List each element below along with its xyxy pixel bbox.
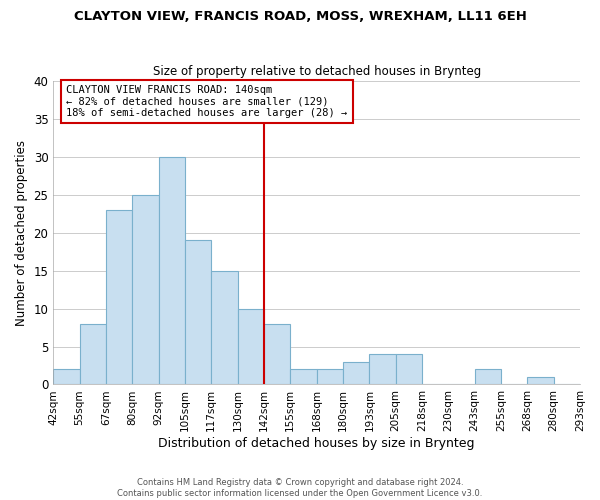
Bar	[264, 324, 290, 384]
Bar	[395, 354, 422, 384]
Bar	[80, 324, 106, 384]
X-axis label: Distribution of detached houses by size in Brynteg: Distribution of detached houses by size …	[158, 437, 475, 450]
Bar	[158, 157, 185, 384]
Bar	[106, 210, 132, 384]
Bar	[53, 370, 80, 384]
Title: Size of property relative to detached houses in Brynteg: Size of property relative to detached ho…	[152, 66, 481, 78]
Bar	[290, 370, 317, 384]
Bar	[185, 240, 211, 384]
Bar	[238, 308, 264, 384]
Bar	[527, 377, 554, 384]
Bar	[475, 370, 501, 384]
Bar	[317, 370, 343, 384]
Bar	[370, 354, 395, 384]
Y-axis label: Number of detached properties: Number of detached properties	[15, 140, 28, 326]
Text: CLAYTON VIEW FRANCIS ROAD: 140sqm
← 82% of detached houses are smaller (129)
18%: CLAYTON VIEW FRANCIS ROAD: 140sqm ← 82% …	[67, 85, 348, 118]
Text: Contains HM Land Registry data © Crown copyright and database right 2024.
Contai: Contains HM Land Registry data © Crown c…	[118, 478, 482, 498]
Bar	[211, 270, 238, 384]
Bar	[132, 195, 158, 384]
Bar	[343, 362, 370, 384]
Text: CLAYTON VIEW, FRANCIS ROAD, MOSS, WREXHAM, LL11 6EH: CLAYTON VIEW, FRANCIS ROAD, MOSS, WREXHA…	[74, 10, 526, 23]
